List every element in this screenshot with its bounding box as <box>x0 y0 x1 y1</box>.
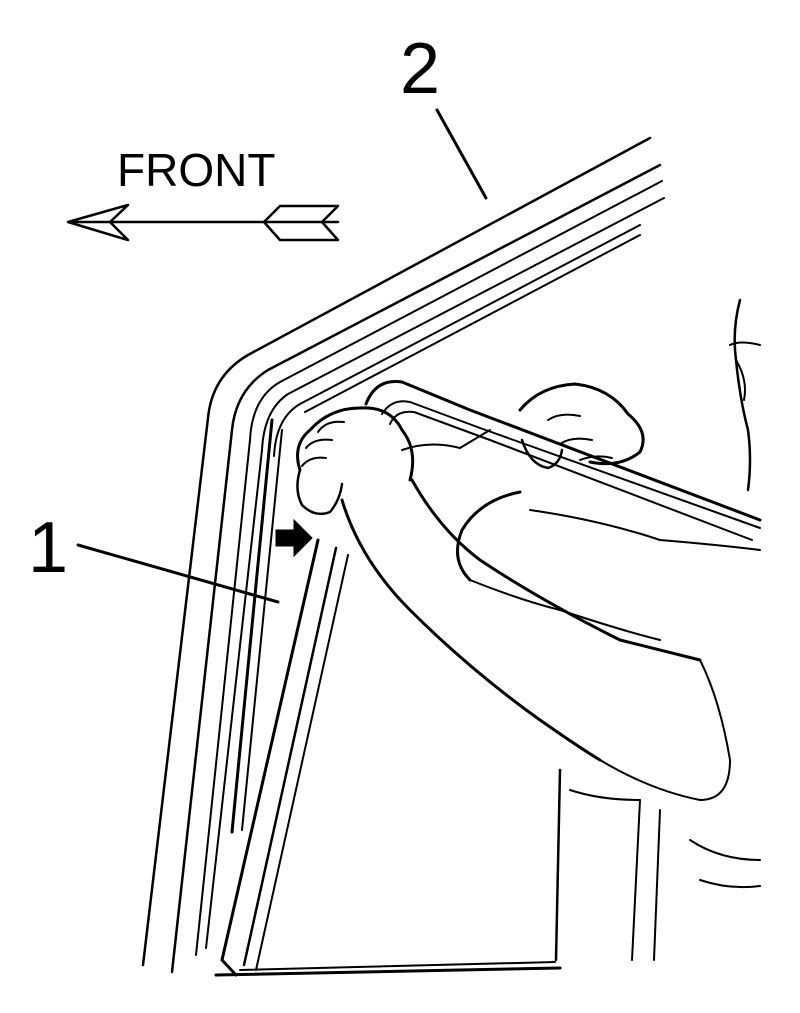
technician-torso <box>456 298 761 962</box>
callout-2-number: 2 <box>400 29 440 109</box>
front-arrow-icon <box>66 203 340 242</box>
front-label: FRONT <box>117 144 275 196</box>
push-arrow-icon <box>275 518 313 558</box>
technician-left-hand <box>296 406 491 516</box>
technician-right-hand <box>518 382 645 470</box>
callout-2-leader <box>435 108 488 200</box>
door-frame <box>141 136 665 974</box>
weatherstrip-top-section <box>364 379 762 541</box>
technician-left-arm <box>340 478 731 801</box>
weatherstrip-part-1 <box>214 418 562 977</box>
callout-1-leader <box>76 543 280 604</box>
callout-1-number: 1 <box>28 508 68 588</box>
